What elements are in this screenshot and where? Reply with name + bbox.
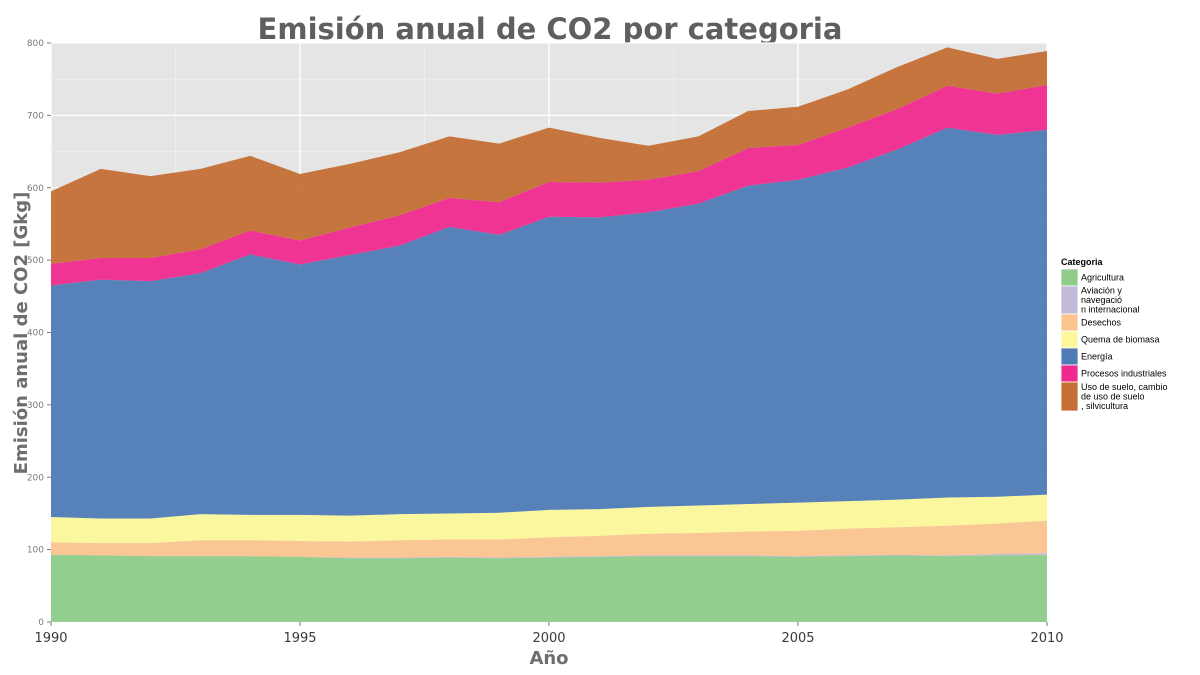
- legend: Categoria Agricultura Aviación y navegació…: [1060, 257, 1168, 412]
- area-series-5: [51, 84, 1047, 286]
- y-tick-label: 700: [27, 111, 44, 121]
- x-tick-label: 2005: [781, 631, 814, 646]
- area-series-4: [51, 127, 1047, 519]
- area-series-6: [51, 47, 1047, 264]
- x-tick-label: 2010: [1030, 631, 1063, 646]
- y-tick-label: 600: [27, 184, 44, 194]
- area-series-3: [51, 494, 1047, 544]
- y-axis-ticks: 0 100 200 300 400 500 600 700 800: [27, 39, 51, 628]
- x-tick-label: 1990: [34, 631, 67, 646]
- legend-label-2: Desechos: [1081, 318, 1122, 328]
- area-series-0: [51, 554, 1047, 622]
- legend-key-4: [1060, 347, 1079, 366]
- legend-label-6: Uso de suelo, cambio de uso de suelo, sil…: [1081, 382, 1168, 411]
- legend-key-2: [1060, 313, 1079, 332]
- legend-key-1: [1060, 285, 1079, 315]
- legend-key-3: [1060, 330, 1079, 349]
- legend-label-3: Quema de biomasa: [1081, 335, 1160, 345]
- y-tick-label: 200: [27, 473, 44, 483]
- x-axis-ticks: 1990 1995 2000 2005 2010: [34, 622, 1064, 646]
- y-axis-title: Emisión anual de CO2 [Gkg]: [11, 192, 32, 475]
- legend-label-4: Energía: [1081, 352, 1113, 362]
- legend-key-6: [1060, 381, 1079, 412]
- area-series-2: [51, 520, 1047, 558]
- legend-label-0: Agricultura: [1081, 273, 1124, 283]
- area-series-1: [51, 553, 1047, 559]
- x-axis-title: Año: [529, 648, 568, 669]
- y-tick-label: 0: [38, 618, 44, 628]
- legend-label-1: Aviación y navegació n internacional: [1081, 285, 1140, 314]
- area-series-group: [51, 47, 1047, 622]
- y-tick-label: 500: [27, 256, 44, 266]
- y-tick-label: 400: [27, 329, 44, 339]
- y-tick-label: 100: [27, 546, 44, 556]
- x-tick-label: 2000: [532, 631, 565, 646]
- y-tick-label: 300: [27, 401, 44, 411]
- legend-key-0: [1060, 268, 1079, 287]
- y-tick-label: 800: [27, 39, 44, 49]
- legend-label-5: Procesos industriales: [1081, 369, 1167, 379]
- x-tick-label: 1995: [283, 631, 316, 646]
- legend-key-5: [1060, 364, 1079, 383]
- chart-title: Emisión anual de CO2 por categoria: [258, 12, 843, 46]
- legend-title: Categoria: [1061, 257, 1104, 267]
